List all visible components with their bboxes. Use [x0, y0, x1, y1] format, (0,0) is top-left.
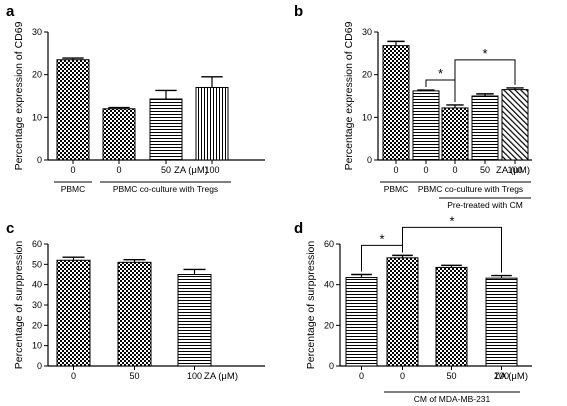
y-tick-label: 10	[32, 341, 42, 351]
significance-star: *	[482, 46, 487, 61]
y-tick-label: 0	[37, 155, 42, 165]
bar	[56, 59, 90, 161]
y-tick-label: 30	[32, 300, 42, 310]
x-tick-label: 100	[507, 165, 522, 175]
x-unit-label: ZA (μM)	[204, 371, 238, 382]
y-tick-label: 20	[362, 70, 372, 80]
x-tick-label: 100	[494, 371, 509, 381]
y-axis-label: Percentage of surppression	[13, 241, 25, 370]
x-unit-label: ZA (μM)	[174, 165, 208, 176]
x-tick-label: 0	[452, 165, 457, 175]
x-tick-label: 50	[129, 371, 139, 381]
x-tick-label: 50	[446, 371, 456, 381]
y-axis-label: Percentage expression of CD69	[13, 21, 25, 170]
group-label: PBMC co-culture with Tregs	[418, 184, 523, 194]
y-tick-label: 50	[32, 259, 42, 269]
y-tick-label: 0	[367, 155, 372, 165]
y-tick-label: 40	[32, 280, 42, 290]
bar	[345, 277, 378, 367]
bar	[382, 45, 410, 161]
y-tick-label: 40	[324, 280, 334, 290]
significance-bracket	[454, 59, 516, 102]
bar	[177, 274, 212, 367]
y-tick-label: 60	[324, 239, 334, 249]
x-tick-label: 100	[204, 165, 219, 175]
bar	[195, 86, 229, 161]
y-tick-label: 20	[32, 70, 42, 80]
significance-star: *	[449, 213, 454, 228]
bar	[412, 90, 440, 161]
y-tick-label: 20	[324, 320, 334, 330]
y-tick-label: 0	[329, 361, 334, 371]
y-tick-label: 30	[32, 27, 42, 37]
x-unit-label: ZA (μM)	[496, 165, 530, 176]
bar	[471, 95, 499, 161]
group-label: PBMC	[61, 184, 86, 194]
bar	[441, 107, 469, 161]
panel-letter: c	[6, 220, 14, 237]
bar	[386, 257, 419, 367]
x-tick-label: 0	[400, 371, 405, 381]
x-tick-label: 50	[480, 165, 490, 175]
x-tick-label: 0	[116, 165, 121, 175]
x-tick-label: 50	[161, 165, 171, 175]
bar	[102, 108, 136, 161]
significance-star: *	[379, 231, 384, 246]
group-label: PBMC	[384, 184, 409, 194]
x-tick-label: 100	[187, 371, 202, 381]
bar	[485, 277, 518, 367]
group-label: Pre-treated with CM	[447, 200, 523, 210]
y-tick-label: 60	[32, 239, 42, 249]
y-tick-label: 10	[362, 112, 372, 122]
bar	[56, 259, 91, 367]
bar	[117, 261, 152, 367]
panel-d: d 0 20 40 60 Percentage of surppression 0 0 50 10…	[294, 213, 532, 404]
x-tick-label: 0	[71, 371, 76, 381]
significance-bracket	[402, 226, 502, 273]
y-axis-label: Percentage of surppression	[305, 241, 317, 370]
panel-c: c 0 10 20 30 40 50 60 Percentage of surppression…	[6, 220, 265, 382]
x-tick-label: 0	[423, 165, 428, 175]
x-tick-label: 0	[70, 165, 75, 175]
y-tick-label: 30	[362, 27, 372, 37]
panel-letter: b	[294, 3, 303, 20]
panel-letter: d	[294, 220, 303, 237]
x-tick-label: 0	[393, 165, 398, 175]
y-tick-label: 10	[32, 112, 42, 122]
significance-star: *	[438, 66, 443, 81]
x-unit-label: ZA (μM)	[494, 371, 528, 382]
panel-a: a 0 10 20 30 Percentage expression of CD69 0 0 5…	[6, 3, 265, 194]
y-tick-label: 0	[37, 361, 42, 371]
bar	[435, 266, 468, 367]
bar	[149, 98, 183, 161]
y-axis-label: Percentage expression of CD69	[343, 21, 355, 170]
y-tick-label: 20	[32, 320, 42, 330]
panel-b: b 0 10 20 30 Percentage expression of CD69 0 0 0…	[294, 3, 532, 210]
panel-letter: a	[6, 3, 15, 20]
group-label: CM of MDA-MB-231	[414, 394, 491, 404]
x-tick-label: 0	[359, 371, 364, 381]
group-label: PBMC co-culture with Tregs	[113, 184, 218, 194]
bar	[501, 89, 529, 161]
